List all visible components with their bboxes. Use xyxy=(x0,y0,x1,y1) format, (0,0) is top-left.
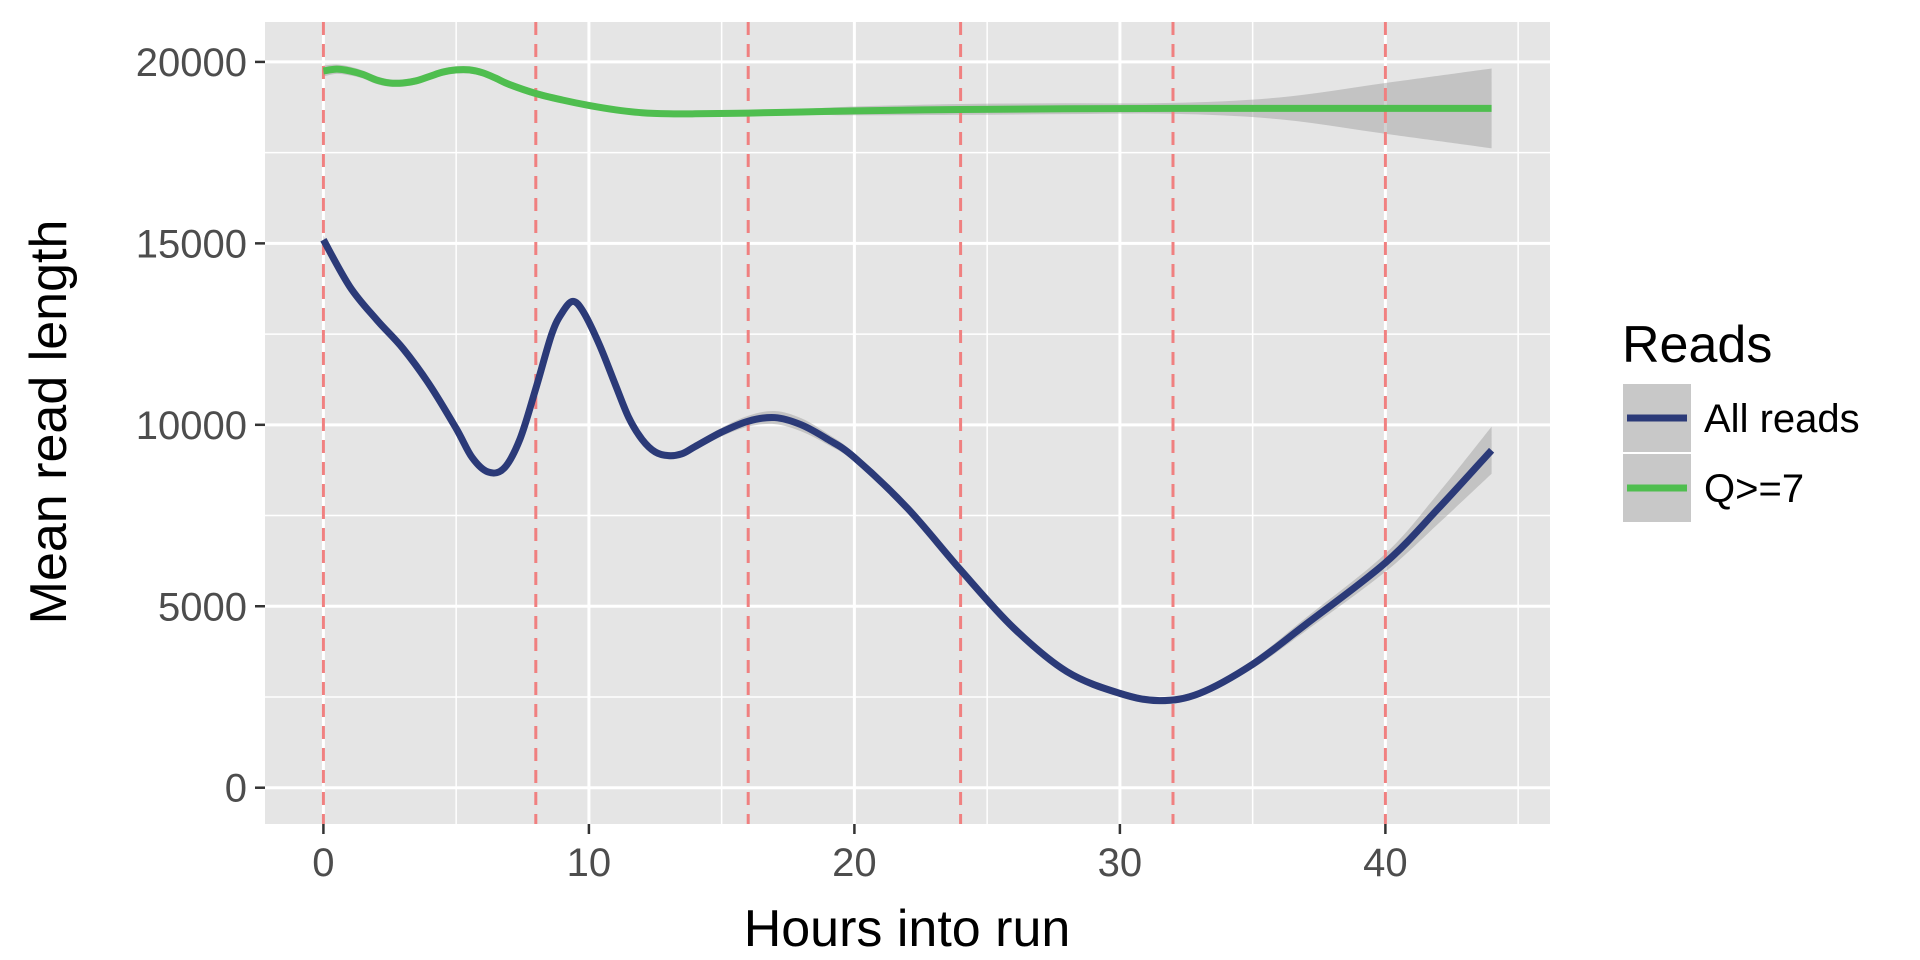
x-tick-label: 40 xyxy=(1363,841,1408,885)
grid-minor xyxy=(265,22,1550,824)
x-tick-label: 0 xyxy=(312,841,334,885)
plot-panel xyxy=(265,22,1550,824)
line-series-1 xyxy=(322,65,1492,118)
x-tick-label: 10 xyxy=(567,841,612,885)
series-lines xyxy=(320,65,1495,705)
x-tick-label: 30 xyxy=(1098,841,1143,885)
x-axis-title: Hours into run xyxy=(744,900,1071,958)
legend: Reads All reads Q>=7 xyxy=(1621,316,1860,524)
y-axis: 0 5000 10000 15000 20000 xyxy=(136,41,265,811)
legend-items: All reads Q>=7 xyxy=(1621,382,1860,524)
y-tick-label: 15000 xyxy=(136,222,247,266)
x-axis: 0 10 20 30 40 xyxy=(312,824,1408,885)
y-tick-label: 0 xyxy=(225,767,247,811)
legend-label-1: Q>=7 xyxy=(1704,467,1804,511)
x-tick-label: 20 xyxy=(832,841,877,885)
y-axis-title: Mean read length xyxy=(20,220,78,625)
legend-label-0: All reads xyxy=(1704,397,1860,441)
ribbon-series-1 xyxy=(323,64,1492,149)
y-tick-label: 10000 xyxy=(136,404,247,448)
y-tick-label: 20000 xyxy=(136,41,247,85)
legend-title: Reads xyxy=(1622,316,1772,374)
line-series-0 xyxy=(320,238,1495,705)
y-tick-label: 5000 xyxy=(158,585,247,629)
confidence-ribbons xyxy=(323,64,1492,705)
